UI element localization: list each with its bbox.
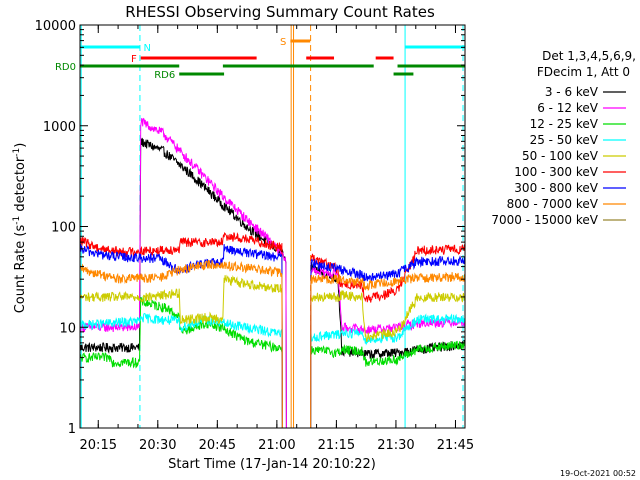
y-tick-label-1: 10 (59, 321, 76, 336)
x-tick-label-4: 21:15 (318, 438, 355, 453)
series-line-2 (79, 296, 466, 429)
y-axis-label-end: ) (13, 143, 28, 148)
y-axis-ticks: 1 10 100 1000 10000 (35, 19, 465, 437)
legend-title-1: Det 1,3,4,5,6,9, (542, 49, 636, 63)
y-axis-label-sup1: -1 (12, 216, 22, 225)
status-bar-label-rd0: RD0 (55, 62, 76, 73)
status-bar-label-f: F (131, 54, 137, 65)
legend-title-2: FDecim 1, Att 0 (537, 65, 630, 79)
legend-label-4: 50 - 100 keV (522, 149, 599, 163)
chart-title: RHESSI Observing Summary Count Rates (125, 3, 435, 21)
x-axis-ticks: 20:15 20:30 20:45 21:00 21:15 21:30 21:45 (80, 25, 474, 453)
legend-label-3: 25 - 50 keV (530, 133, 599, 147)
legend-label-7: 800 - 7000 keV (507, 197, 599, 211)
legend-label-0: 3 - 6 keV (545, 85, 599, 99)
legend: Det 1,3,4,5,6,9, FDecim 1, Att 0 3 - 6 k… (491, 49, 636, 227)
x-tick-label-1: 20:30 (139, 438, 176, 453)
status-bar-label-rd6: RD6 (154, 70, 175, 81)
series-line-4 (79, 274, 466, 429)
footer-date: 19-Oct-2021 00:52 (560, 469, 636, 478)
legend-entries: 3 - 6 keV 6 - 12 keV 12 - 25 keV 25 - 50 ke… (491, 85, 626, 227)
legend-label-5: 100 - 300 keV (514, 165, 598, 179)
status-bar-label-s: S (280, 37, 286, 48)
x-tick-label-5: 21:30 (377, 438, 414, 453)
y-tick-label-3: 1000 (43, 120, 76, 135)
x-tick-label-6: 21:45 (437, 438, 474, 453)
x-axis-label: Start Time (17-Jan-14 20:10:22) (168, 457, 376, 472)
y-axis-label-mid: detector (13, 156, 28, 216)
data-series (79, 117, 466, 429)
y-tick-label-2: 100 (51, 221, 76, 236)
y-axis-label-sup2: -1 (12, 148, 22, 157)
series-line-7 (79, 259, 466, 429)
status-bar-label-n: N (144, 43, 151, 54)
status-bars: N S F RD0 RD6 (55, 37, 465, 81)
legend-label-6: 300 - 800 keV (514, 181, 598, 195)
y-tick-label-4: 10000 (35, 19, 76, 34)
series-line-5 (79, 232, 466, 429)
x-tick-label-0: 20:15 (80, 438, 117, 453)
y-axis-label: Count Rate (s-1 detector-1) (12, 143, 28, 314)
legend-label-2: 12 - 25 keV (530, 117, 599, 131)
y-axis-label-main: Count Rate (s (13, 225, 28, 314)
series-line-3 (79, 312, 466, 429)
legend-label-1: 6 - 12 keV (537, 101, 599, 115)
y-tick-label-0: 1 (68, 422, 76, 437)
legend-label-8: 7000 - 15000 keV (491, 213, 598, 227)
x-tick-label-2: 20:45 (199, 438, 236, 453)
series-line-6 (79, 243, 466, 429)
x-tick-label-3: 21:00 (258, 438, 295, 453)
series-line-0 (79, 137, 466, 429)
